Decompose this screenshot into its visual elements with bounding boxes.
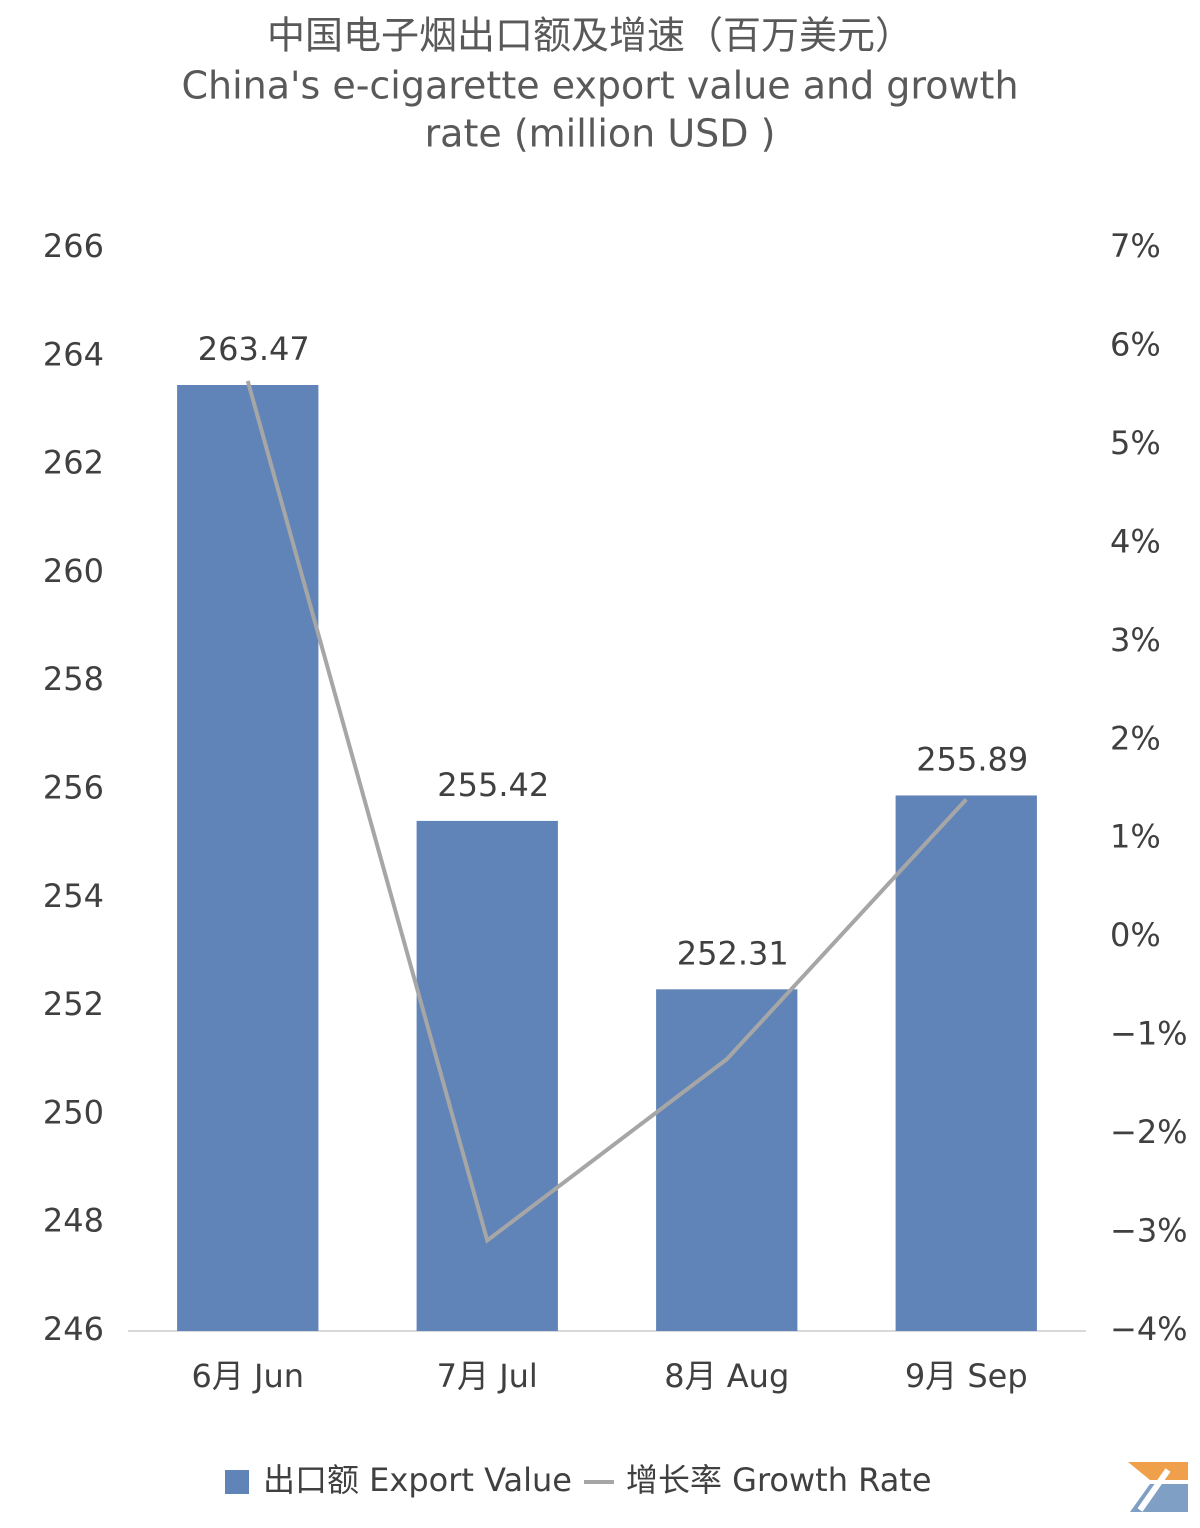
x-tick-label: 8月 Aug — [664, 1357, 789, 1395]
y2-tick-label: 7% — [1110, 227, 1161, 265]
legend-label: 出口额 Export Value — [263, 1461, 572, 1499]
y-tick-label: 250 — [43, 1093, 104, 1131]
y2-tick-label: 3% — [1110, 621, 1161, 659]
y-tick-label: 256 — [43, 769, 104, 807]
chart-title: China's e-cigarette export value and gro… — [181, 64, 1018, 108]
chart-title: rate (million USD ) — [425, 112, 776, 156]
data-label: 263.47 — [198, 330, 310, 368]
y-tick-label: 252 — [43, 985, 104, 1023]
y2-tick-label: 6% — [1110, 325, 1161, 363]
y2-tick-label: 0% — [1110, 916, 1161, 954]
chart-title: 中国电子烟出口额及增速（百万美元） — [267, 14, 913, 58]
x-tick-label: 7月 Jul — [437, 1357, 538, 1395]
y2-tick-label: −1% — [1110, 1015, 1188, 1053]
y2-tick-label: −2% — [1110, 1113, 1188, 1151]
logo — [1128, 1462, 1188, 1512]
y2-tick-label: 5% — [1110, 424, 1161, 462]
bar — [177, 384, 319, 1331]
x-tick-label: 6月 Jun — [191, 1357, 304, 1395]
bar — [656, 989, 798, 1331]
y-tick-label: 262 — [43, 444, 104, 482]
y-tick-label: 254 — [43, 877, 104, 915]
y2-tick-label: −3% — [1110, 1212, 1188, 1250]
y-tick-label: 246 — [43, 1310, 104, 1348]
y-tick-label: 266 — [43, 227, 104, 265]
data-label: 252.31 — [677, 934, 789, 972]
x-tick-label: 9月 Sep — [905, 1357, 1028, 1395]
data-label: 255.42 — [437, 766, 549, 804]
y-tick-label: 264 — [43, 335, 104, 373]
y2-tick-label: 1% — [1110, 818, 1161, 856]
legend-swatch — [225, 1470, 249, 1494]
y2-tick-label: 4% — [1110, 522, 1161, 560]
bar — [416, 820, 558, 1331]
y2-tick-label: −4% — [1110, 1310, 1188, 1348]
growth-line — [245, 380, 968, 1244]
bar — [895, 795, 1037, 1331]
y-tick-label: 260 — [43, 552, 104, 590]
y-tick-label: 248 — [43, 1202, 104, 1240]
y2-tick-label: 2% — [1110, 719, 1161, 757]
y-tick-label: 258 — [43, 660, 104, 698]
data-label: 255.89 — [916, 740, 1028, 778]
legend-label: 增长率 Growth Rate — [626, 1461, 932, 1499]
